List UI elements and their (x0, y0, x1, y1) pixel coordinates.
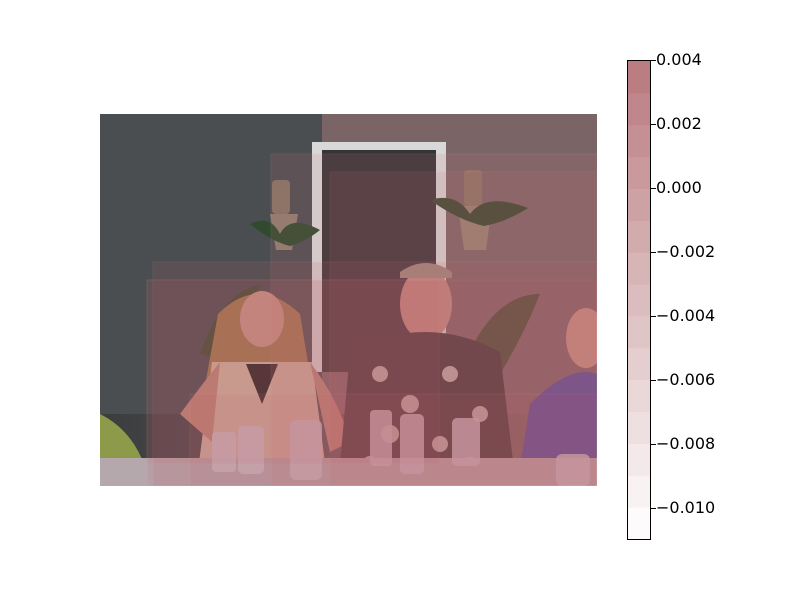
colorbar-tick-label: 0.002 (656, 114, 702, 133)
colorbar-band (628, 347, 650, 381)
overlay-box-3 (152, 261, 597, 486)
colorbar-tick-mark (651, 444, 656, 445)
colorbar-tick-label: 0.004 (656, 50, 702, 69)
colorbar-tick-label: −0.006 (656, 370, 716, 389)
colorbar-band (628, 124, 650, 158)
colorbar-tick-mark (651, 124, 656, 125)
overlay-box-1 (270, 153, 597, 486)
colorbar-tick-label: 0.000 (656, 178, 702, 197)
overlay-box-2 (329, 171, 597, 486)
colorbar-tick-mark (651, 252, 656, 253)
colorbar-band (628, 252, 650, 285)
colorbar-band (628, 507, 650, 539)
wall-sconce-right (430, 170, 528, 250)
colorbar-tick-mark (651, 316, 656, 317)
colorbar-band (628, 411, 650, 444)
colorbar-band (628, 443, 650, 476)
colorbar-band (628, 475, 650, 508)
colorbar-gradient (628, 61, 650, 539)
colorbar-tick-label: −0.010 (656, 498, 716, 517)
colorbar-ticks: 0.004 0.002 0.000 −0.002 −0.004 −0.006 −0.008 −… (651, 52, 771, 540)
wall-sconce-left (250, 180, 320, 250)
person-woman (180, 291, 350, 486)
colorbar-tick-mark (651, 188, 656, 189)
colorbar-band (628, 61, 650, 94)
colorbar-band (628, 379, 650, 413)
overlay-box-5 (146, 279, 597, 486)
photo-heatmap-overlay (100, 114, 597, 486)
colorbar-tick-mark (651, 380, 656, 381)
colorbar-tick-mark (651, 60, 656, 61)
overlay-box-4 (146, 279, 440, 465)
colorbar-band (628, 315, 650, 349)
colorbar-band (628, 156, 650, 189)
photo-illustration (100, 114, 597, 486)
colorbar-tick-mark (651, 508, 656, 509)
colorbar-band (628, 188, 650, 221)
colorbar-band (628, 220, 650, 253)
glassware (212, 410, 590, 486)
overlay-box-6 (189, 393, 597, 486)
colorbar-tick-label: −0.002 (656, 242, 716, 261)
colorbar-tick-label: −0.008 (656, 434, 716, 453)
colorbar-tick-label: −0.004 (656, 306, 716, 325)
colorbar (627, 60, 651, 540)
table (100, 458, 597, 486)
colorbar-band (628, 92, 650, 126)
colorbar-band (628, 284, 650, 317)
